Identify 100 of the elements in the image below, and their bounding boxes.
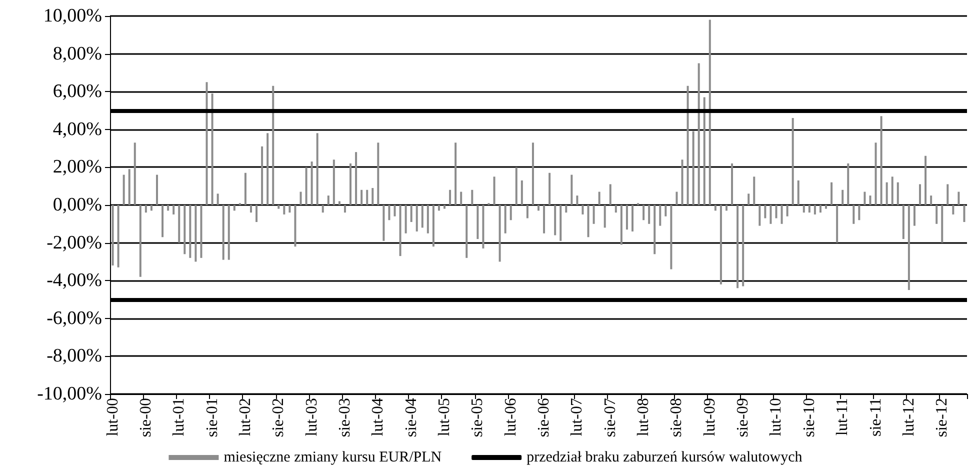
bar	[350, 163, 352, 205]
bar	[736, 205, 739, 288]
bar	[504, 205, 506, 234]
bar	[664, 205, 667, 216]
bar	[377, 142, 380, 205]
bar	[936, 205, 938, 224]
bar	[598, 192, 600, 205]
bar	[731, 163, 734, 205]
x-tick-label: lut-06	[502, 398, 520, 436]
bar	[847, 163, 850, 205]
bar	[758, 205, 761, 226]
bar	[670, 205, 672, 270]
bar	[388, 205, 390, 220]
bar	[609, 184, 612, 205]
bar	[958, 192, 960, 205]
bar	[570, 174, 573, 205]
bar	[631, 205, 634, 232]
bar	[808, 205, 810, 213]
bar	[404, 205, 407, 234]
bar	[421, 205, 424, 228]
bar	[703, 97, 706, 205]
bar	[144, 205, 147, 213]
bar	[482, 205, 484, 248]
x-tick-label: lut-09	[701, 398, 718, 436]
y-tick-label: 2,00%	[52, 156, 102, 178]
bar	[216, 194, 219, 205]
bar	[444, 205, 446, 209]
bar	[355, 152, 358, 205]
bar	[686, 86, 689, 205]
bar	[714, 205, 716, 211]
bar	[305, 167, 308, 205]
bar	[902, 205, 904, 240]
bar	[880, 116, 882, 205]
bar	[538, 205, 540, 211]
bar	[460, 192, 462, 205]
bar	[471, 190, 474, 205]
bar	[659, 205, 662, 226]
bar	[278, 205, 280, 209]
bar	[200, 205, 202, 258]
x-tick-label: lut-02	[236, 398, 254, 436]
bar	[189, 205, 192, 258]
y-tick-label: 10,00%	[43, 6, 102, 26]
bar	[139, 205, 142, 277]
bar	[300, 192, 302, 205]
bar	[742, 205, 744, 286]
bar	[946, 184, 949, 205]
bar	[963, 205, 966, 222]
bar	[952, 205, 954, 214]
bar	[814, 205, 816, 214]
bar	[233, 205, 236, 211]
bar	[941, 205, 944, 243]
bar	[228, 205, 230, 260]
x-tick-label: lut-01	[170, 398, 188, 436]
bar	[764, 205, 766, 218]
bar	[775, 205, 778, 218]
bar	[874, 142, 877, 205]
bar	[399, 205, 402, 256]
bar	[344, 205, 346, 213]
bar	[748, 194, 750, 205]
bar	[614, 205, 617, 213]
bar	[150, 205, 152, 211]
bar	[366, 190, 368, 205]
bar	[554, 205, 556, 236]
y-tick-label: 0,00%	[52, 194, 102, 216]
bar	[466, 205, 468, 258]
bar	[498, 205, 501, 262]
bar	[819, 205, 822, 213]
bar	[250, 205, 252, 213]
bar	[432, 205, 434, 247]
bar	[310, 162, 313, 205]
bar	[178, 205, 180, 243]
bar	[332, 160, 335, 205]
y-tick-label: -4,00%	[46, 270, 102, 292]
bar	[620, 205, 622, 245]
x-tick-label: sie-01	[204, 398, 221, 438]
bar	[294, 205, 296, 247]
x-tick-label: sie-04	[402, 398, 420, 438]
bar	[382, 205, 385, 241]
bar	[708, 20, 711, 205]
legend-label: miesięczne zmiany kursu EUR/PLN	[224, 450, 442, 466]
bar	[493, 176, 496, 205]
x-tick-label: sie-10	[800, 398, 818, 438]
bar	[626, 205, 628, 230]
bar	[156, 174, 158, 205]
bar	[134, 142, 136, 205]
bar	[836, 205, 838, 243]
bar	[338, 201, 340, 205]
bar	[786, 205, 788, 216]
bar	[449, 190, 452, 205]
bar	[438, 205, 440, 211]
y-tick-label: -10,00%	[37, 384, 102, 404]
x-tick-label: lut-10	[768, 398, 785, 436]
bar	[526, 205, 528, 218]
bar	[322, 205, 324, 213]
bar	[222, 205, 224, 260]
bar	[891, 176, 894, 205]
bar	[582, 205, 584, 214]
bar	[122, 174, 125, 205]
bar	[725, 205, 728, 211]
x-tick-label: sie-12	[934, 398, 951, 438]
